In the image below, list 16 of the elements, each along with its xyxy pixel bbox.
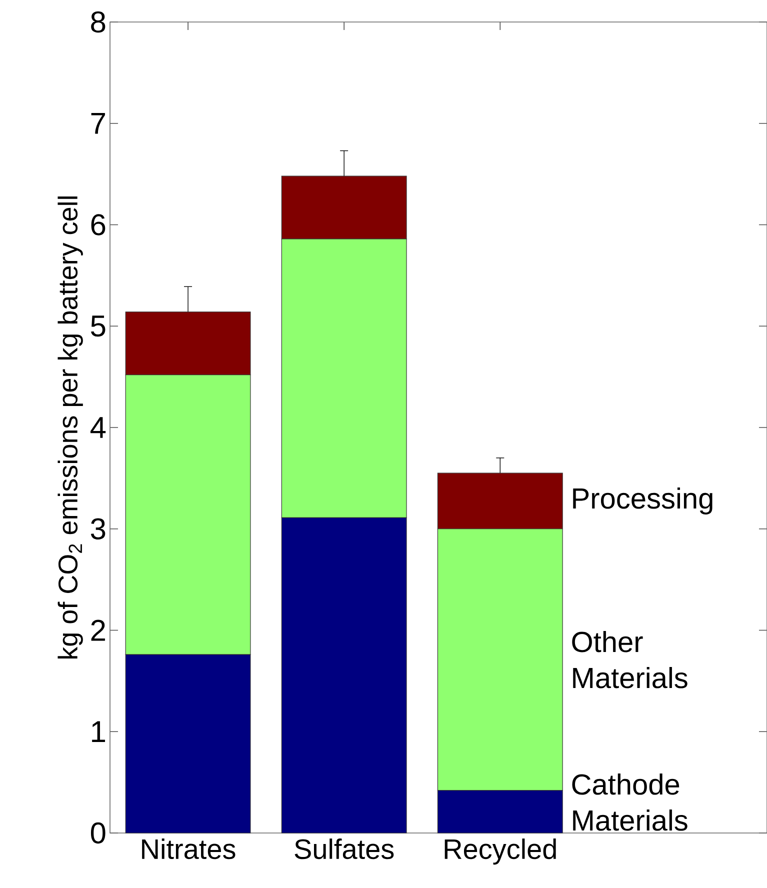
y-tick-label: 0	[90, 822, 106, 844]
x-tick-label: Sulfates	[294, 838, 394, 860]
y-tick-label: 8	[91, 11, 106, 33]
y-tick-label: 1	[92, 721, 106, 742]
series-label: Processing	[573, 487, 712, 515]
series-label: Other Materials	[572, 630, 688, 688]
y-tick-label: 7	[91, 113, 105, 134]
x-tick-label: Recycled	[444, 838, 556, 865]
y-tick-label: 4	[90, 417, 106, 438]
x-tick-label: Nitrates	[142, 838, 236, 860]
y-axis-title: kg of CO$_{2}$ emissions per kg battery cell	[58, 196, 83, 659]
y-tick-label: 2	[91, 620, 105, 641]
y-tick-label: 3	[90, 518, 106, 540]
series-label: Cathode Materials	[572, 773, 688, 831]
y-tick-label: 6	[91, 214, 106, 236]
y-tick-label: 5	[90, 316, 106, 337]
